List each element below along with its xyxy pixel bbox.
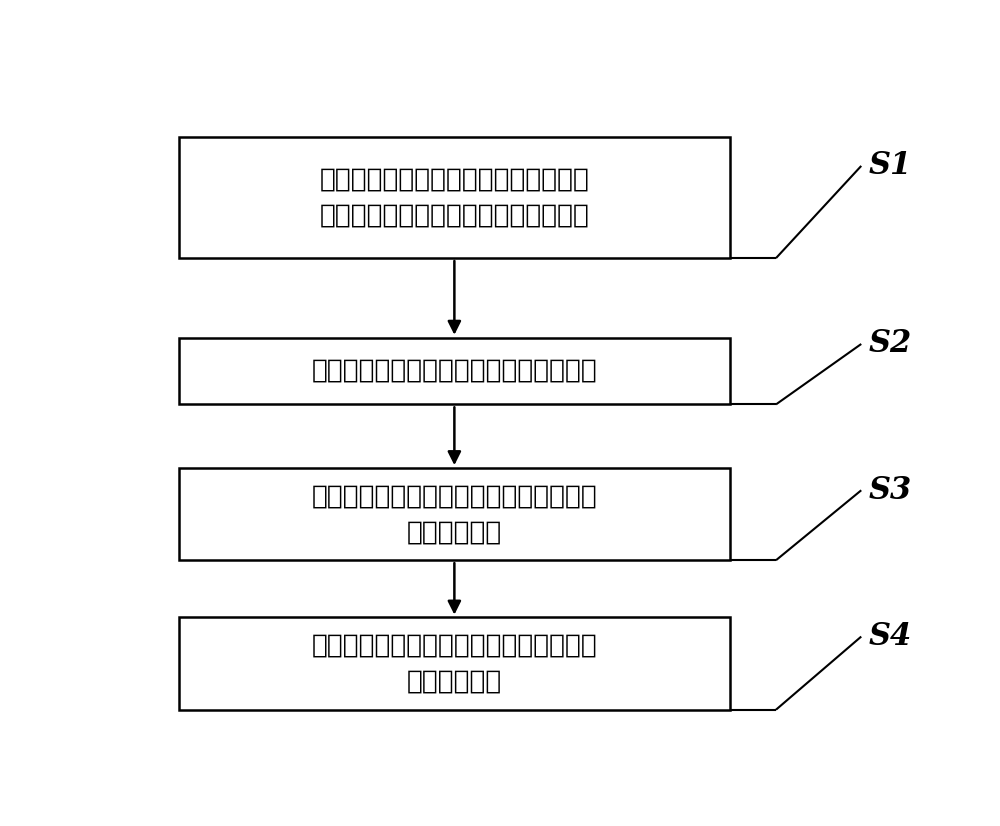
Text: S1: S1 (869, 150, 912, 182)
Text: 使用扩展正则表达式语法构建句法规则库: 使用扩展正则表达式语法构建句法规则库 (312, 358, 597, 384)
FancyBboxPatch shape (179, 137, 730, 258)
FancyBboxPatch shape (179, 338, 730, 405)
Text: 构建与所述句法规则库配套的词汇知识库
和词法知识库: 构建与所述句法规则库配套的词汇知识库 和词法知识库 (312, 483, 597, 545)
Text: 采用词法、句法一体化分析算法进行句式
结构自动分析: 采用词法、句法一体化分析算法进行句式 结构自动分析 (312, 633, 597, 695)
Text: S3: S3 (869, 475, 912, 506)
Text: S2: S2 (869, 329, 912, 359)
FancyBboxPatch shape (179, 618, 730, 710)
Text: S4: S4 (869, 621, 912, 652)
FancyBboxPatch shape (179, 468, 730, 560)
Text: 扩展正则表达式的语法模式，实现基于
多元词特征序列的扩展正则表达式语法: 扩展正则表达式的语法模式，实现基于 多元词特征序列的扩展正则表达式语法 (319, 167, 589, 229)
